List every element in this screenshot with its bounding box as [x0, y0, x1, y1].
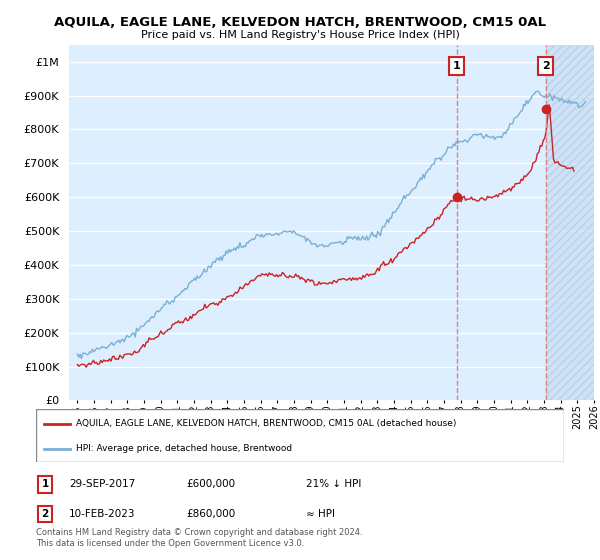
Text: 29-SEP-2017: 29-SEP-2017 — [69, 479, 135, 489]
Text: ≈ HPI: ≈ HPI — [306, 509, 335, 519]
Text: Contains HM Land Registry data © Crown copyright and database right 2024.
This d: Contains HM Land Registry data © Crown c… — [36, 528, 362, 548]
Text: 10-FEB-2023: 10-FEB-2023 — [69, 509, 136, 519]
Text: £600,000: £600,000 — [186, 479, 235, 489]
Text: 1: 1 — [41, 479, 49, 489]
Text: HPI: Average price, detached house, Brentwood: HPI: Average price, detached house, Bren… — [76, 444, 292, 453]
Text: AQUILA, EAGLE LANE, KELVEDON HATCH, BRENTWOOD, CM15 0AL: AQUILA, EAGLE LANE, KELVEDON HATCH, BREN… — [54, 16, 546, 29]
Text: 2: 2 — [542, 61, 550, 71]
Text: 21% ↓ HPI: 21% ↓ HPI — [306, 479, 361, 489]
Text: 1: 1 — [452, 61, 460, 71]
Text: £860,000: £860,000 — [186, 509, 235, 519]
Text: Price paid vs. HM Land Registry's House Price Index (HPI): Price paid vs. HM Land Registry's House … — [140, 30, 460, 40]
Text: AQUILA, EAGLE LANE, KELVEDON HATCH, BRENTWOOD, CM15 0AL (detached house): AQUILA, EAGLE LANE, KELVEDON HATCH, BREN… — [76, 419, 456, 428]
Bar — [545, 45, 594, 400]
Text: 2: 2 — [41, 509, 49, 519]
